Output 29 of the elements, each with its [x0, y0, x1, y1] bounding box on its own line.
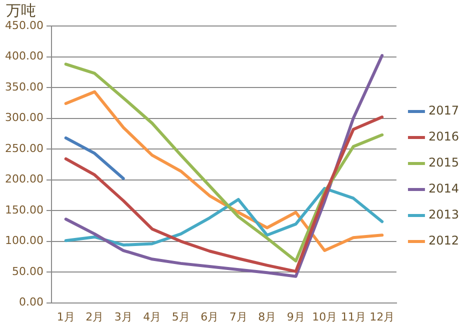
- y-tick-label: 400.00: [4, 50, 44, 63]
- y-tick-label: 50.00: [12, 264, 44, 278]
- legend-label: 2014: [428, 182, 460, 196]
- y-tick-label: 450.00: [4, 18, 44, 32]
- x-tick-label: 9月: [286, 310, 305, 324]
- y-tick-label: 350.00: [4, 80, 44, 94]
- x-tick-label: 4月: [143, 310, 162, 324]
- x-tick-label: 8月: [258, 310, 276, 324]
- legend-label: 2017: [428, 104, 460, 118]
- y-tick-label: 150.00: [4, 203, 44, 216]
- x-tick-label: 1月: [56, 310, 75, 324]
- x-tick-label: 10月: [312, 310, 338, 324]
- y-tick-label: 250.00: [4, 142, 44, 155]
- x-tick-label: 6月: [200, 310, 219, 324]
- x-tick-label: 5月: [172, 310, 190, 324]
- x-tick-label: 7月: [229, 310, 248, 324]
- x-tick-label: 12月: [370, 310, 395, 324]
- y-tick-label: 0.00: [18, 296, 44, 309]
- y-axis-title: 万吨: [6, 1, 36, 20]
- y-tick-label: 100.00: [4, 234, 44, 248]
- legend-label: 2016: [428, 130, 460, 144]
- legend-label: 2012: [428, 234, 460, 248]
- x-tick-label: 3月: [114, 310, 132, 324]
- y-tick-label: 200.00: [4, 172, 44, 186]
- y-tick-label: 300.00: [4, 111, 44, 124]
- legend-label: 2013: [428, 208, 460, 222]
- x-tick-label: 11月: [340, 310, 366, 324]
- legend-label: 2015: [428, 156, 460, 170]
- x-tick-label: 2月: [86, 310, 104, 324]
